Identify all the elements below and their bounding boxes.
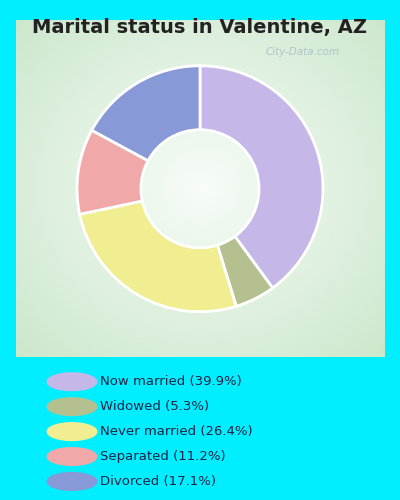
Circle shape xyxy=(47,423,97,440)
Text: Divorced (17.1%): Divorced (17.1%) xyxy=(100,475,216,488)
Text: Never married (26.4%): Never married (26.4%) xyxy=(100,425,253,438)
Text: Now married (39.9%): Now married (39.9%) xyxy=(100,375,242,388)
Wedge shape xyxy=(92,66,200,160)
Wedge shape xyxy=(80,201,236,312)
Text: Marital status in Valentine, AZ: Marital status in Valentine, AZ xyxy=(32,18,368,36)
Circle shape xyxy=(47,448,97,466)
Text: Separated (11.2%): Separated (11.2%) xyxy=(100,450,226,463)
Wedge shape xyxy=(77,130,148,214)
Wedge shape xyxy=(200,66,323,288)
Circle shape xyxy=(47,373,97,390)
Circle shape xyxy=(47,472,97,490)
Wedge shape xyxy=(217,236,273,306)
Text: City-Data.com: City-Data.com xyxy=(266,47,340,57)
Text: Widowed (5.3%): Widowed (5.3%) xyxy=(100,400,209,413)
Circle shape xyxy=(47,398,97,415)
